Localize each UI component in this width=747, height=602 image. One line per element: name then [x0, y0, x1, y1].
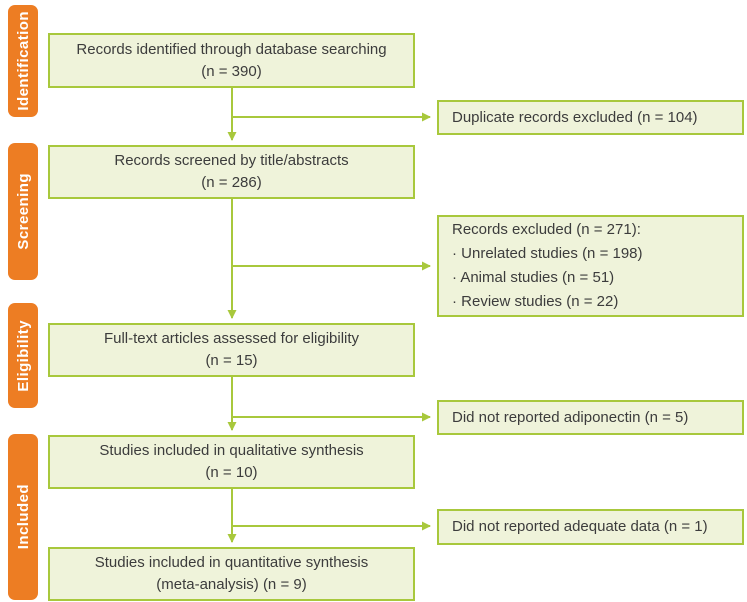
- exclusion-box-no-adequate-data: Did not reported adequate data (n = 1): [437, 509, 744, 545]
- flow-box-qualitative-synthesis: Studies included in qualitative synthesi…: [48, 435, 415, 489]
- flow-box-records-screened: Records screened by title/abstracts (n =…: [48, 145, 415, 199]
- stage-label-text: Screening: [14, 173, 32, 250]
- stage-label-text: Eligibility: [14, 319, 32, 392]
- flow-box-records-identified: Records identified through database sear…: [48, 33, 415, 88]
- exclusion-box-duplicates: Duplicate records excluded (n = 104): [437, 100, 744, 135]
- exclusion-box-no-adiponectin: Did not reported adiponectin (n = 5): [437, 400, 744, 435]
- stage-label-text: Identification: [14, 11, 32, 111]
- stage-label-screening: Screening: [8, 143, 38, 280]
- flow-box-quantitative-synthesis: Studies included in quantitative synthes…: [48, 547, 415, 601]
- stage-label-identification: Identification: [8, 5, 38, 117]
- stage-label-eligibility: Eligibility: [8, 303, 38, 408]
- flow-box-fulltext-assessed: Full-text articles assessed for eligibil…: [48, 323, 415, 377]
- exclusion-box-records-excluded: Records excluded (n = 271): · Unrelated …: [437, 215, 744, 317]
- stage-label-included: Included: [8, 434, 38, 600]
- stage-label-text: Included: [14, 484, 32, 550]
